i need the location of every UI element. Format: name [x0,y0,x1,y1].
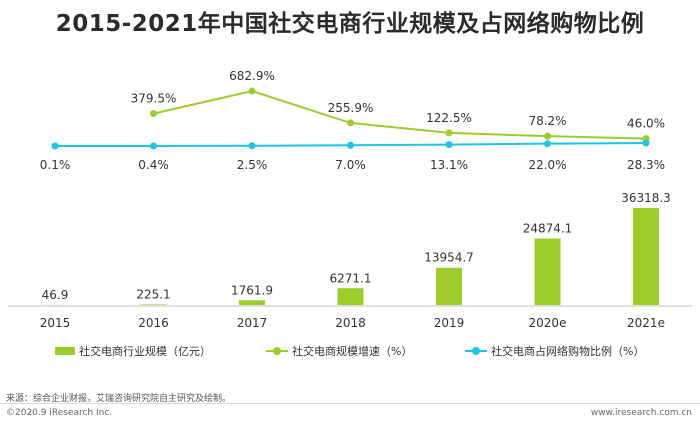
bar-value-label: 24874.1 [523,222,573,236]
source-note: 来源：综合企业财报，艾瑞咨询研究院自主研究及绘制。 [6,394,232,404]
bar [534,238,561,305]
growth-value-label: 379.5% [131,92,177,106]
x-tick-label: 2021e [627,316,665,330]
legend-share-swatch [465,346,487,356]
x-tick-label: 2019 [434,316,465,330]
growth-point [445,129,453,137]
growth-point [150,110,157,118]
bar-value-label: 13954.7 [424,251,474,265]
share-value-label: 13.1% [430,158,468,172]
share-value-label: 2.5% [237,158,268,172]
share-value-label: 22.0% [528,158,566,172]
share-point [642,139,650,147]
legend-item-scale: 社交电商行业规模（亿元） [55,343,211,359]
x-tick-label: 2020e [529,316,567,330]
share-point [248,142,256,150]
growth-value-label: 78.2% [528,114,566,128]
x-tick-label: 2018 [335,316,366,330]
growth-point [347,119,354,127]
bar-value-label: 46.9 [42,288,69,302]
growth-value-label: 682.9% [229,69,275,83]
growth-rate-line [153,89,647,140]
share-value-label: 28.3% [627,158,665,172]
legend-label-growth: 社交电商规模增速（%） [292,345,413,358]
legend-item-growth: 社交电商规模增速（%） [266,343,412,359]
chart-legend: 社交电商行业规模（亿元） 社交电商规模增速（%） 社交电商占网络购物比例（%） [0,343,700,363]
legend-label-share: 社交电商占网络购物比例（%） [491,345,645,358]
chart-svg: 46.9 225.1 1761.9 6271.1 13954.7 24874.1 36318… [8,69,692,330]
bar [633,208,659,305]
share-value-label: 0.4% [138,158,169,172]
growth-value-label: 46.0% [627,117,665,131]
x-tick-label: 2017 [237,316,268,330]
website-text: www.iresearch.com.cn [590,408,692,418]
chart-title: 2015-2021年中国社交电商行业规模及占网络购物比例 [55,11,645,37]
bar [140,304,167,305]
growth-value-label: 122.5% [426,111,472,125]
legend-item-share: 社交电商占网络购物比例（%） [465,343,644,359]
growth-point [544,132,551,140]
x-tick-label: 2015 [40,316,71,330]
growth-value-label: 255.9% [328,101,374,115]
share-point [544,140,551,148]
copyright-text: ©2020.9 iResearch Inc. [6,408,113,418]
share-point [51,142,59,150]
bar [436,267,462,305]
legend-bar-swatch [55,347,75,355]
bar-value-label: 6271.1 [330,271,372,285]
footer-divider [0,403,700,404]
bar-value-label: 1761.9 [231,283,273,297]
growth-point [248,87,256,95]
bar-value-label: 36318.3 [621,191,671,205]
share-point [347,141,354,149]
bar [337,288,364,305]
share-value-label: 0.1% [40,158,71,172]
legend-label-scale: 社交电商行业规模（亿元） [79,345,211,358]
bar [239,300,265,305]
share-point [445,141,453,149]
share-value-label: 7.0% [335,158,366,172]
bar-value-label: 225.1 [136,287,170,301]
x-tick-label: 2016 [138,316,169,330]
legend-growth-swatch [266,346,288,356]
share-point [150,142,157,150]
